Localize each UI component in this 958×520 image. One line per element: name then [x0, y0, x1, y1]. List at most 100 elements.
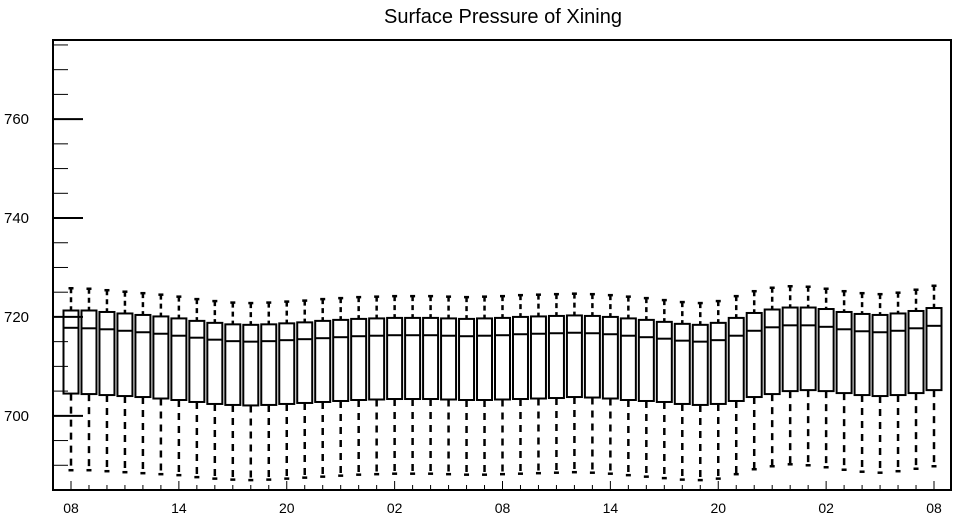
y-tick-label: 720 — [4, 309, 29, 326]
box-31 — [619, 295, 637, 477]
box-21 — [440, 295, 458, 476]
box-37 — [727, 294, 745, 476]
box-iqr — [673, 322, 691, 405]
box-iqr — [224, 323, 242, 406]
box-iqr — [188, 319, 206, 403]
y-tick-label: 740 — [4, 210, 29, 227]
box-iqr — [440, 317, 458, 401]
box-15 — [332, 296, 350, 477]
y-tick-label: 700 — [4, 408, 29, 425]
box-iqr — [637, 318, 655, 402]
box-iqr — [458, 317, 476, 401]
box-46 — [889, 291, 907, 473]
box-1 — [80, 287, 98, 472]
box-27 — [547, 292, 565, 474]
x-axis: 08 14 20 02 08 14 20 02 08 — [63, 481, 942, 516]
box-iqr — [476, 317, 494, 401]
box-33 — [655, 298, 673, 480]
box-iqr — [871, 313, 889, 398]
box-iqr — [206, 321, 224, 405]
x-tick-label: 08 — [926, 500, 942, 516]
box-series — [62, 284, 943, 482]
box-iqr — [152, 315, 170, 400]
box-iqr — [709, 321, 727, 405]
box-iqr — [260, 323, 278, 406]
box-13 — [296, 299, 314, 479]
x-tick-label: 02 — [818, 500, 834, 516]
box-38 — [745, 289, 763, 471]
box-41 — [799, 285, 817, 467]
box-19 — [404, 294, 422, 475]
box-26 — [529, 293, 547, 475]
box-10 — [242, 301, 260, 482]
box-44 — [853, 291, 871, 473]
box-iqr — [619, 317, 637, 401]
box-45 — [871, 292, 889, 474]
box-9 — [224, 301, 242, 481]
box-6 — [170, 295, 188, 477]
box-34 — [673, 300, 691, 481]
box-22 — [458, 295, 476, 476]
box-17 — [368, 295, 386, 476]
box-iqr — [278, 322, 296, 405]
box-iqr — [80, 309, 98, 396]
box-iqr — [350, 317, 368, 401]
x-tick-label: 20 — [710, 500, 726, 516]
box-iqr — [691, 323, 709, 406]
box-iqr — [799, 306, 817, 392]
box-iqr — [422, 316, 440, 401]
chart-title: Surface Pressure of Xining — [384, 6, 622, 28]
box-48 — [925, 284, 943, 468]
box-18 — [386, 294, 404, 475]
box-40 — [781, 285, 799, 466]
box-iqr — [494, 316, 511, 401]
box-iqr — [835, 310, 853, 395]
box-iqr — [404, 316, 422, 401]
box-iqr — [529, 315, 547, 400]
box-iqr — [116, 312, 134, 398]
box-iqr — [853, 312, 871, 397]
box-iqr — [332, 318, 350, 402]
box-20 — [422, 294, 440, 475]
box-32 — [637, 296, 655, 478]
box-39 — [763, 286, 781, 468]
box-47 — [907, 288, 925, 470]
box-3 — [116, 290, 134, 474]
box-36 — [709, 299, 727, 480]
x-tick-label: 02 — [387, 500, 403, 516]
box-iqr — [925, 307, 943, 392]
box-iqr — [907, 309, 925, 395]
x-tick-label: 14 — [603, 500, 619, 516]
box-iqr — [655, 320, 673, 403]
box-23 — [476, 295, 494, 476]
y-tick-label: 760 — [4, 111, 29, 128]
box-29 — [583, 292, 601, 474]
box-8 — [206, 299, 224, 480]
box-iqr — [511, 315, 529, 401]
box-0 — [62, 286, 80, 472]
box-iqr — [170, 317, 188, 401]
box-12 — [278, 300, 296, 480]
box-28 — [565, 292, 583, 474]
box-iqr — [817, 308, 835, 393]
box-iqr — [745, 311, 763, 399]
x-tick-label: 20 — [279, 500, 295, 516]
box-24 — [494, 294, 511, 476]
box-iqr — [727, 316, 745, 402]
x-tick-label: 08 — [63, 500, 79, 516]
box-11 — [260, 301, 278, 481]
box-42 — [817, 287, 835, 469]
box-16 — [350, 295, 368, 476]
box-iqr — [368, 317, 386, 401]
box-5 — [152, 293, 170, 476]
box-4 — [134, 291, 152, 475]
x-tick-label: 08 — [495, 500, 511, 516]
box-iqr — [242, 323, 260, 407]
box-iqr — [98, 310, 116, 397]
plot-frame — [52, 39, 952, 491]
box-iqr — [583, 314, 601, 399]
box-iqr — [547, 314, 565, 400]
box-25 — [511, 293, 529, 475]
box-iqr — [62, 309, 80, 395]
